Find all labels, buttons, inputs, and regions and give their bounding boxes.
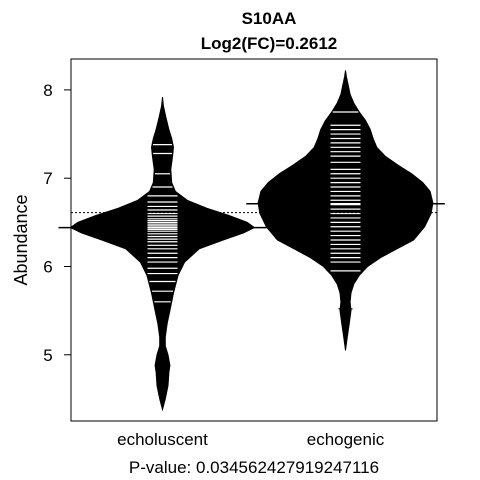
- chart-subtitle: Log2(FC)=0.2612: [201, 34, 338, 53]
- y-axis-label: Abundance: [11, 194, 31, 285]
- x-category-label: echogenic: [307, 430, 385, 449]
- bean-density: [257, 70, 434, 351]
- y-tick-label: 5: [43, 346, 52, 365]
- bean-echogenic: [246, 70, 445, 351]
- y-tick-label: 7: [43, 169, 52, 188]
- y-axis: 5 6 7 8: [43, 81, 72, 365]
- chart-title: S10AA: [242, 9, 297, 28]
- x-axis-label: P-value: 0.034562427919247116: [129, 458, 379, 477]
- x-category-label: echoluscent: [117, 430, 208, 449]
- y-tick-label: 8: [43, 81, 52, 100]
- x-axis: echoluscent echogenic: [117, 430, 385, 449]
- bean-layer: [58, 70, 445, 412]
- y-tick-label: 6: [43, 257, 52, 276]
- bean-echoluscent: [58, 96, 267, 412]
